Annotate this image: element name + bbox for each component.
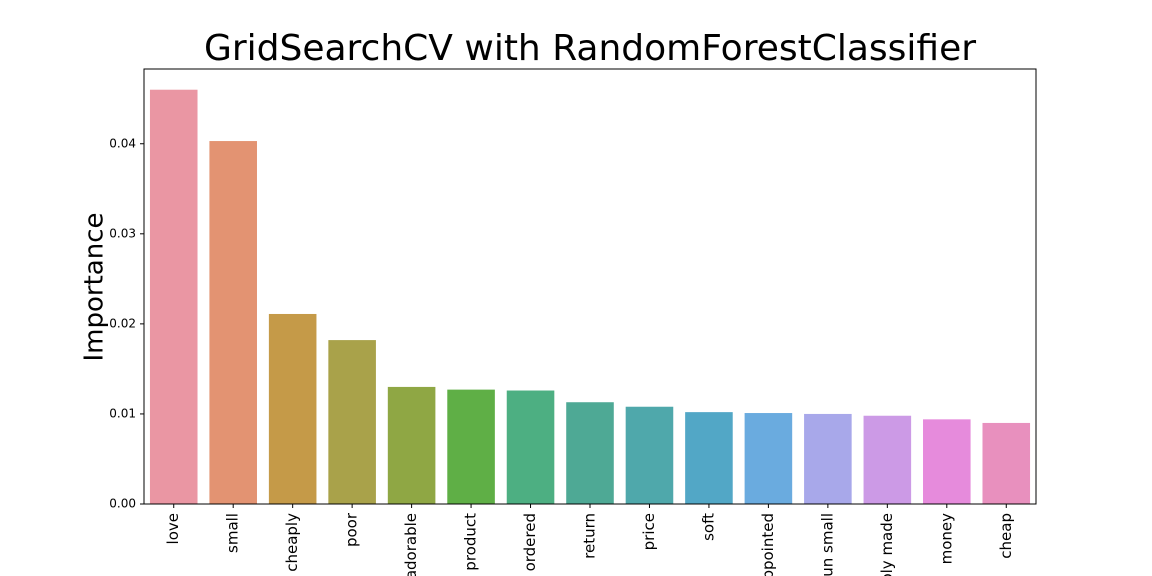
x-tick-label: soft [699, 513, 717, 541]
chart-title: GridSearchCV with RandomForestClassifier [204, 28, 976, 69]
x-tick-label: small [224, 513, 242, 553]
bar [982, 422, 1031, 504]
bar [328, 340, 376, 504]
bar [685, 412, 733, 504]
bar [149, 89, 198, 504]
x-tick-label: product [462, 513, 480, 571]
bar [209, 141, 257, 504]
x-tick-label: love [164, 513, 182, 544]
bar [268, 313, 317, 504]
x-tick-label: poor [343, 512, 361, 547]
bar [625, 406, 674, 504]
x-tick-label: price [640, 513, 658, 550]
x-tick-label: ordered [521, 513, 539, 571]
y-tick-label: 0.04 [109, 136, 136, 150]
y-tick-label: 0.02 [109, 316, 136, 330]
bar [506, 390, 555, 504]
bar [566, 402, 614, 504]
y-tick-label: 0.01 [109, 406, 136, 420]
y-axis-label: Importance [80, 213, 110, 362]
y-tick-label: 0.00 [109, 497, 136, 511]
x-tick-label: return [581, 513, 599, 559]
y-tick-label: 0.03 [109, 226, 136, 240]
bar [804, 413, 852, 504]
x-tick-label: cheap [997, 513, 1015, 559]
bar [923, 419, 971, 504]
bar [863, 415, 912, 504]
plot-frame [143, 68, 1037, 505]
bar [744, 413, 793, 504]
x-tick-label: cheaply made [878, 513, 896, 576]
x-tick-label: cheaply [283, 513, 301, 572]
x-tick-label: run small [818, 513, 836, 576]
x-tick-label: disappointed [759, 513, 777, 576]
x-tick-label: adorable [402, 513, 420, 576]
bar [447, 389, 495, 504]
bar [387, 386, 436, 504]
x-tick-label: money [937, 513, 955, 565]
